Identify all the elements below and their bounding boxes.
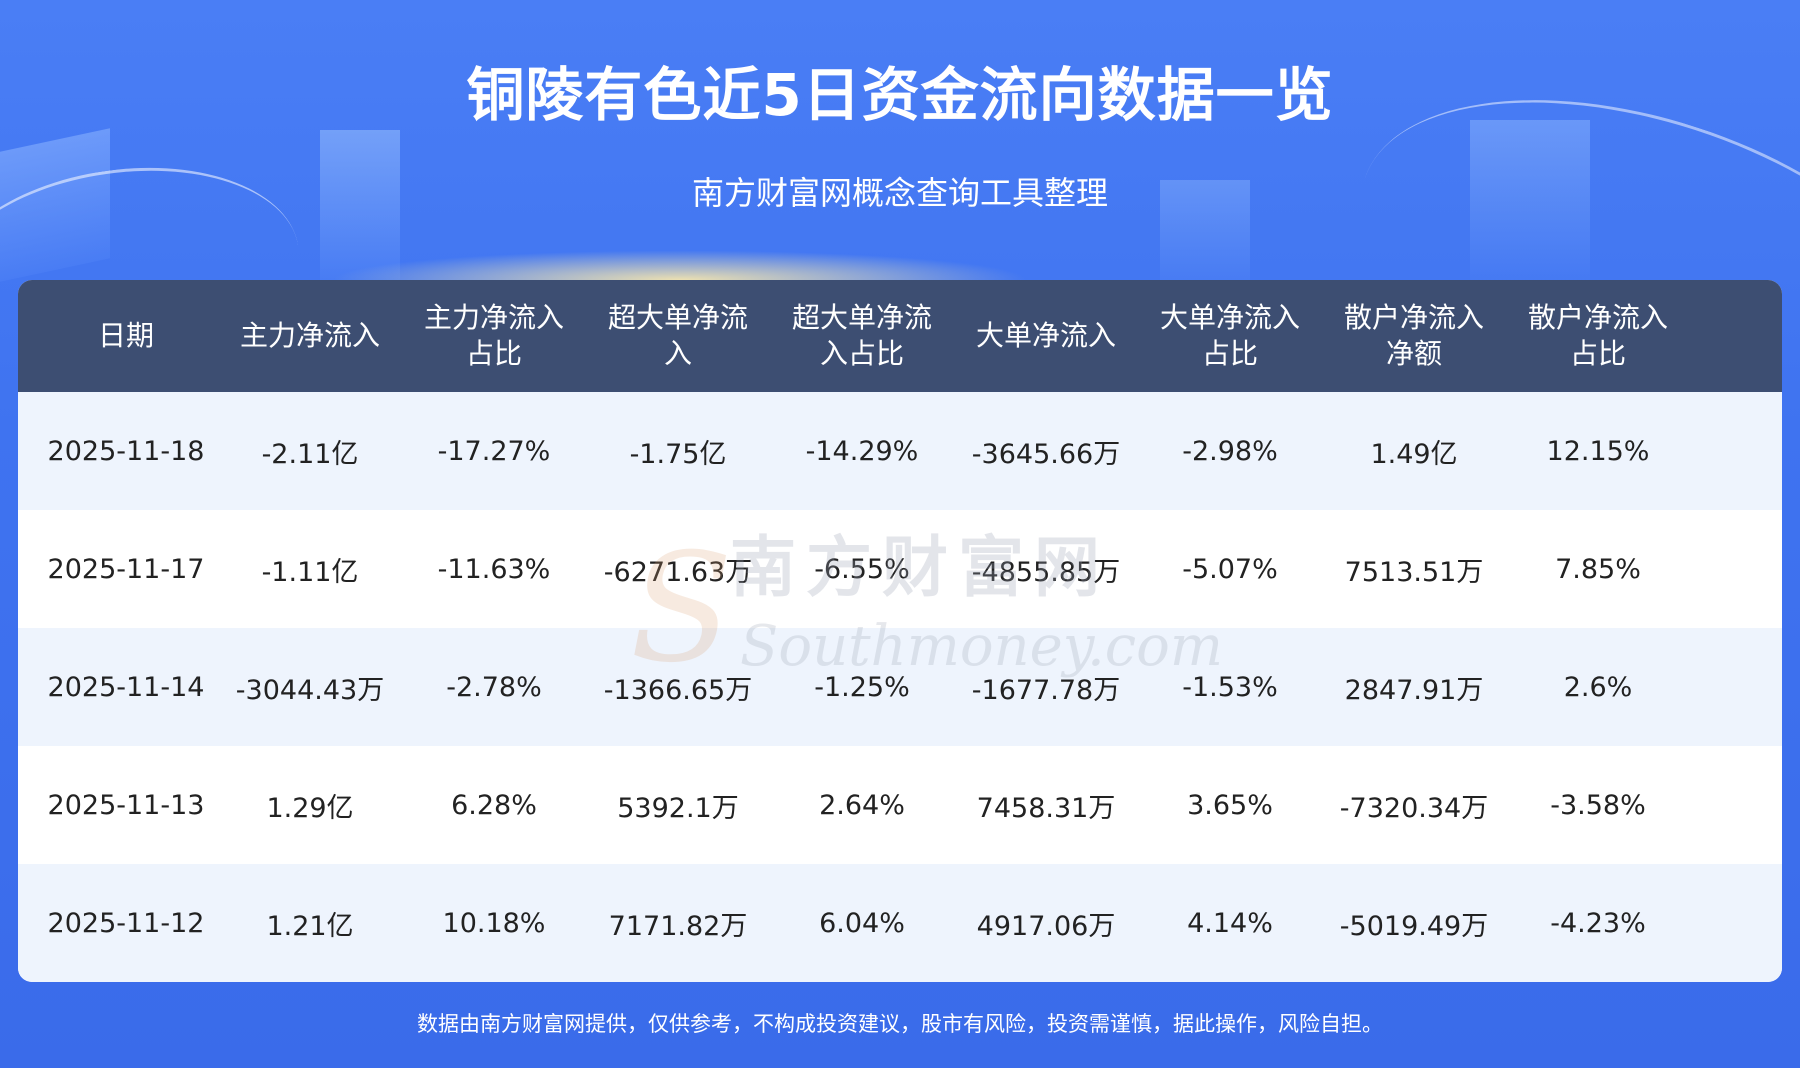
cell-large-ratio: -2.98% xyxy=(1182,435,1278,467)
cell-date: 2025-11-13 xyxy=(47,789,205,821)
table-row: 2025-11-18 -2.11亿 -17.27% -1.75亿 -14.29%… xyxy=(18,392,1782,510)
cell-xl-inflow: 5392.1万 xyxy=(617,792,739,824)
cell-date: 2025-11-17 xyxy=(47,553,205,585)
cell-large-inflow: -4855.85万 xyxy=(971,556,1121,588)
cell-large-ratio: 3.65% xyxy=(1187,789,1273,821)
cell-date: 2025-11-18 xyxy=(47,435,205,467)
cell-retail-ratio: -3.58% xyxy=(1550,789,1646,821)
column-header-xl-inflow: 超大单净流 入 xyxy=(607,301,748,370)
cell-retail-ratio: 2.6% xyxy=(1563,671,1633,703)
column-header-retail-inflow: 散户净流入 净额 xyxy=(1343,301,1484,370)
cell-main-inflow: 1.29亿 xyxy=(266,792,354,824)
cell-large-ratio: 4.14% xyxy=(1187,907,1273,939)
page-title: 铜陵有色近5日资金流向数据一览 xyxy=(466,61,1334,129)
cell-main-inflow: -2.11亿 xyxy=(261,438,359,470)
table-row: 2025-11-12 1.21亿 10.18% 7171.82万 6.04% 4… xyxy=(18,864,1782,982)
cell-retail-ratio: 12.15% xyxy=(1546,435,1650,467)
cell-main-ratio: -11.63% xyxy=(437,553,551,585)
cell-main-ratio: -2.78% xyxy=(446,671,542,703)
cell-large-inflow: -1677.78万 xyxy=(971,674,1121,706)
cell-date: 2025-11-14 xyxy=(47,671,205,703)
cell-retail-ratio: -4.23% xyxy=(1550,907,1646,939)
cell-xl-inflow: 7171.82万 xyxy=(608,910,748,942)
disclaimer-footer: 数据由南方财富网提供，仅供参考，不构成投资建议，股市有风险，投资需谨慎，据此操作… xyxy=(417,1012,1383,1036)
data-table-card: 日期 主力净流入 主力净流入 占比 超大单净流 入 超大单净流 入占比 大单净流… xyxy=(18,280,1782,982)
decor-block xyxy=(1470,120,1590,280)
decor-block xyxy=(1160,180,1250,290)
cell-large-inflow: 4917.06万 xyxy=(976,910,1116,942)
column-header-xl-ratio: 超大单净流 入占比 xyxy=(791,301,932,370)
cell-main-inflow: 1.21亿 xyxy=(266,910,354,942)
cell-xl-ratio: 6.04% xyxy=(819,907,905,939)
cell-main-ratio: -17.27% xyxy=(437,435,551,467)
cell-main-ratio: 10.18% xyxy=(442,907,546,939)
page-subtitle: 南方财富网概念查询工具整理 xyxy=(691,174,1108,212)
cell-xl-ratio: -14.29% xyxy=(805,435,919,467)
column-header-main-inflow: 主力净流入 xyxy=(239,319,380,352)
cell-xl-inflow: -6271.63万 xyxy=(603,556,753,588)
column-header-retail-ratio: 散户净流入 占比 xyxy=(1527,301,1668,370)
column-header-date: 日期 xyxy=(97,319,154,352)
cell-main-inflow: -1.11亿 xyxy=(261,556,359,588)
column-header-main-ratio: 主力净流入 占比 xyxy=(423,301,564,370)
table-header: 日期 主力净流入 主力净流入 占比 超大单净流 入 超大单净流 入占比 大单净流… xyxy=(18,280,1782,392)
cell-large-ratio: -1.53% xyxy=(1182,671,1278,703)
cell-main-ratio: 6.28% xyxy=(451,789,537,821)
cell-large-inflow: 7458.31万 xyxy=(976,792,1116,824)
cell-xl-ratio: 2.64% xyxy=(819,789,905,821)
table-row: 2025-11-17 -1.11亿 -11.63% -6271.63万 -6.5… xyxy=(18,510,1782,628)
cell-large-inflow: -3645.66万 xyxy=(971,438,1121,470)
cell-large-ratio: -5.07% xyxy=(1182,553,1278,585)
cell-xl-ratio: -1.25% xyxy=(814,671,910,703)
cell-retail-inflow: 2847.91万 xyxy=(1344,674,1484,706)
cell-main-inflow: -3044.43万 xyxy=(235,674,385,706)
cell-date: 2025-11-12 xyxy=(47,907,205,939)
cell-retail-inflow: -7320.34万 xyxy=(1339,792,1489,824)
table-row: 2025-11-13 1.29亿 6.28% 5392.1万 2.64% 745… xyxy=(18,746,1782,864)
cell-xl-inflow: -1.75亿 xyxy=(629,438,727,470)
cell-retail-inflow: 7513.51万 xyxy=(1344,556,1484,588)
decor-block xyxy=(320,130,400,280)
column-header-large-ratio: 大单净流入 占比 xyxy=(1159,301,1300,370)
cell-retail-ratio: 7.85% xyxy=(1555,553,1641,585)
cell-xl-ratio: -6.55% xyxy=(814,553,910,585)
cell-retail-inflow: -5019.49万 xyxy=(1339,910,1489,942)
column-header-large-inflow: 大单净流入 xyxy=(975,319,1116,352)
table-row: 2025-11-14 -3044.43万 -2.78% -1366.65万 -1… xyxy=(18,628,1782,746)
cell-retail-inflow: 1.49亿 xyxy=(1370,438,1458,470)
cell-xl-inflow: -1366.65万 xyxy=(603,674,753,706)
